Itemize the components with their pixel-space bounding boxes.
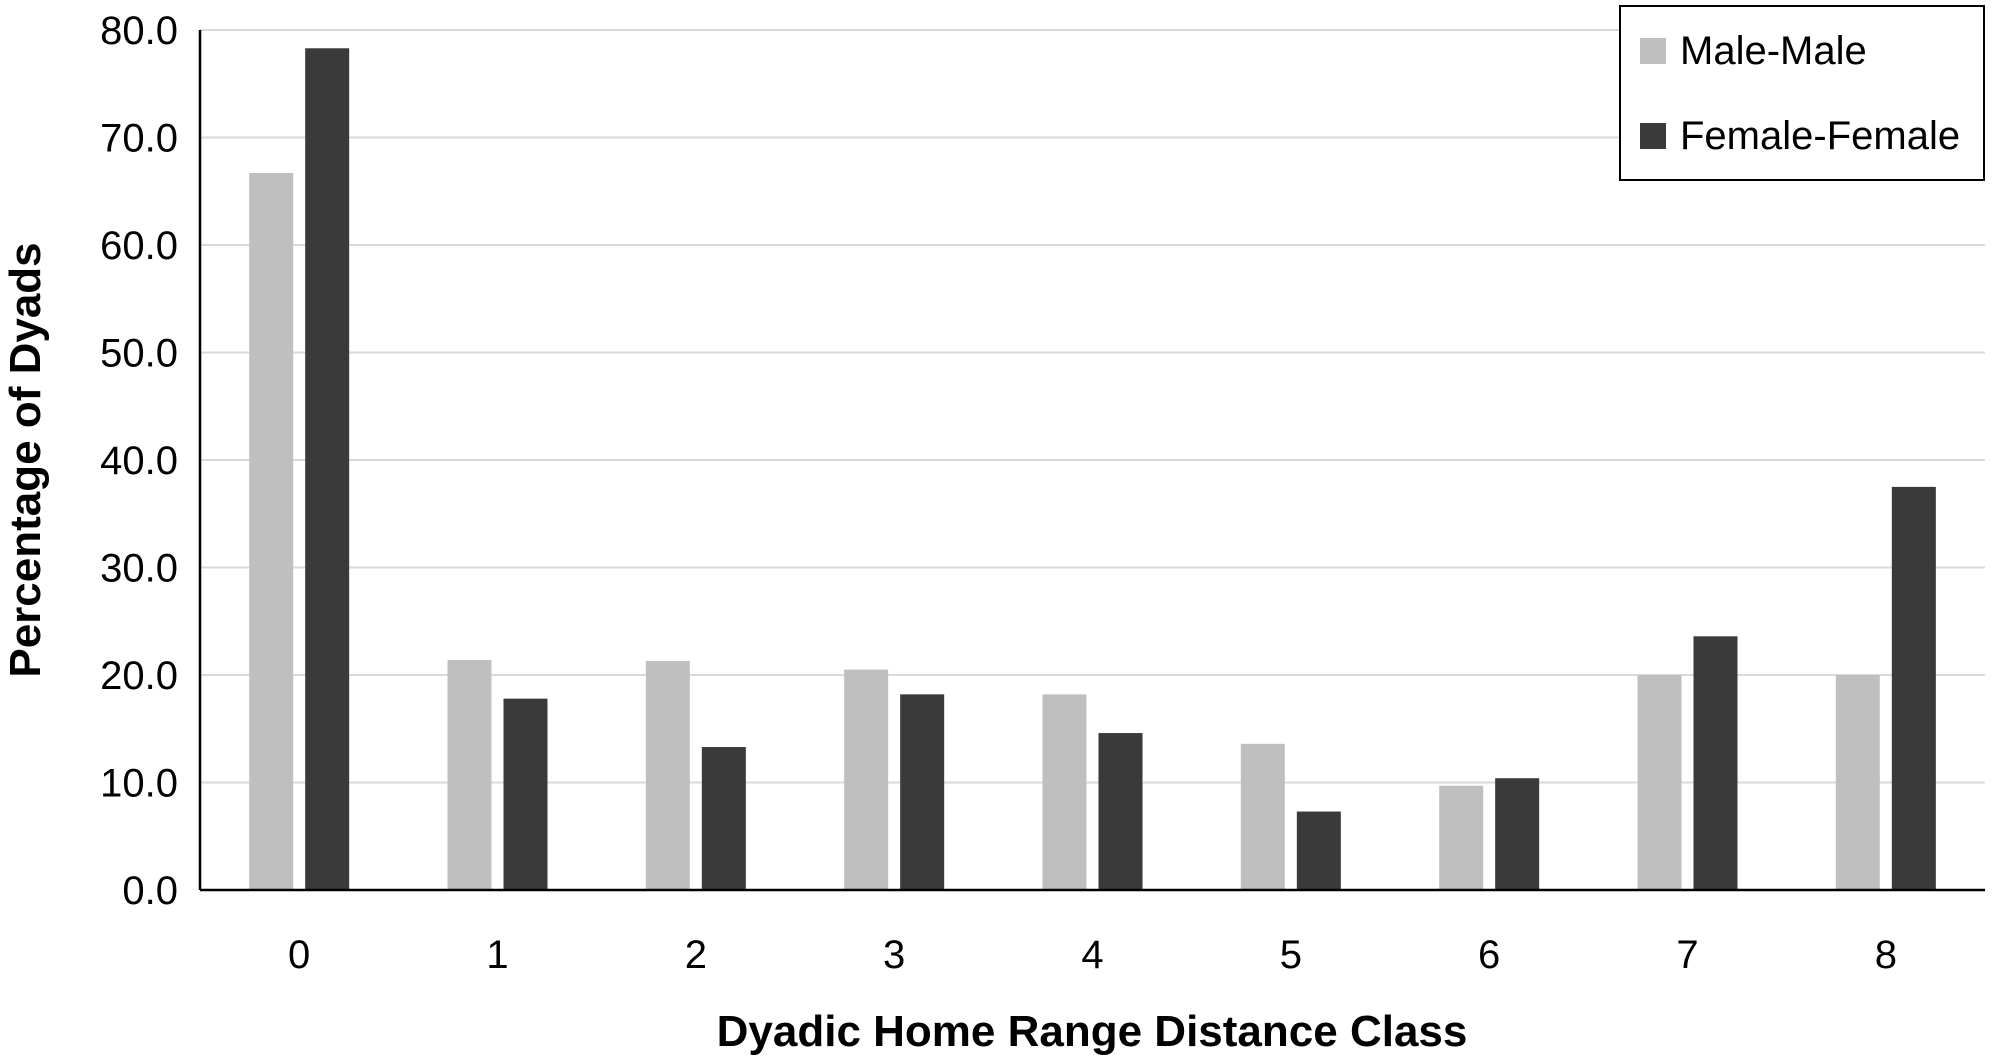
y-tick-label: 20.0 <box>100 654 178 698</box>
bar-female-female-4 <box>1098 733 1143 890</box>
x-tick-label: 7 <box>1676 933 1698 977</box>
bar-female-female-7 <box>1693 636 1738 890</box>
bar-male-male-8 <box>1835 675 1880 890</box>
x-tick-label: 3 <box>883 933 905 977</box>
bar-male-male-1 <box>447 659 492 890</box>
bar-male-male-4 <box>1042 694 1087 890</box>
bar-male-male-0 <box>249 172 294 891</box>
bar-female-female-8 <box>1891 486 1936 890</box>
y-tick-label: 60.0 <box>100 224 178 268</box>
bars <box>249 48 1936 891</box>
x-tick-label: 1 <box>486 933 508 977</box>
legend-box <box>1619 5 1985 181</box>
bar-female-female-6 <box>1495 778 1540 890</box>
bar-female-female-1 <box>503 698 548 890</box>
legend-label-male-male: Male-Male <box>1680 29 1867 73</box>
bar-male-male-3 <box>844 669 889 890</box>
y-tick-label: 50.0 <box>100 332 178 376</box>
bar-male-male-7 <box>1637 675 1682 890</box>
y-tick-label: 10.0 <box>100 762 178 806</box>
legend-swatch-female-female <box>1640 123 1666 149</box>
x-tick-label: 5 <box>1280 933 1302 977</box>
bar-female-female-5 <box>1296 811 1341 890</box>
y-tick-label: 40.0 <box>100 439 178 483</box>
legend-swatch-male-male <box>1640 38 1666 64</box>
x-tick-labels: 0 1 2 3 4 5 6 7 8 <box>288 933 1897 977</box>
y-tick-label: 0.0 <box>122 869 178 913</box>
gridlines <box>200 29 1985 784</box>
y-tick-label: 30.0 <box>100 547 178 591</box>
y-tick-label: 70.0 <box>100 117 178 161</box>
legend-label-female-female: Female-Female <box>1680 114 1960 158</box>
axes <box>198 30 1985 892</box>
bar-male-male-5 <box>1240 743 1285 890</box>
x-tick-label: 0 <box>288 933 310 977</box>
x-tick-label: 2 <box>685 933 707 977</box>
x-axis-title: Dyadic Home Range Distance Class <box>717 1007 1468 1056</box>
x-tick-label: 4 <box>1081 933 1103 977</box>
y-tick-labels: 0.0 10.0 20.0 30.0 40.0 50.0 60.0 70.0 80.0 <box>100 9 178 913</box>
y-axis-title: Percentage of Dyads <box>1 242 50 677</box>
bar-male-male-6 <box>1439 785 1484 890</box>
bar-male-male-2 <box>645 661 690 890</box>
x-tick-label: 6 <box>1478 933 1500 977</box>
x-tick-label: 8 <box>1875 933 1897 977</box>
bar-female-female-3 <box>900 694 945 890</box>
y-tick-label: 80.0 <box>100 9 178 53</box>
legend: Male-Male Female-Female <box>1619 5 1985 181</box>
bar-female-female-2 <box>701 747 746 890</box>
bar-female-female-0 <box>305 48 350 890</box>
